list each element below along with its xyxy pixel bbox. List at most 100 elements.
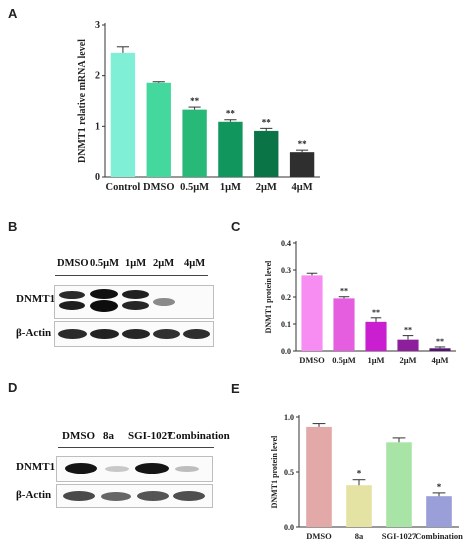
bar (110, 52, 136, 177)
blot-b-lane-0-5um: 0.5μM (90, 258, 119, 269)
category-label: 0.5μM (180, 182, 209, 193)
bar (386, 442, 412, 527)
chart-c-protein-level: 0.0 0.1 0.2 0.3 0.4 DNMT1 protein level DMSO **… (264, 239, 456, 365)
significance-label: ** (298, 139, 308, 149)
category-label: 1μM (367, 355, 384, 365)
category-label: 8a (355, 531, 364, 541)
panel-label-b: B (8, 219, 18, 234)
blot-b-lane-1um: 1μM (125, 258, 147, 269)
band (101, 492, 131, 501)
blot-d-lane-8a: 8a (103, 430, 114, 442)
y-tick-label: 3 (95, 20, 100, 31)
y-tick-label: 0.4 (281, 239, 291, 248)
significance-label: * (437, 482, 442, 492)
significance-label: ** (262, 117, 272, 127)
category-label: DMSO (143, 182, 175, 193)
significance-label: ** (436, 337, 444, 346)
bar (397, 339, 419, 351)
category-label: 4μM (292, 182, 313, 193)
band (63, 491, 95, 501)
bar (426, 496, 452, 527)
blot-b-lane-underline (55, 275, 208, 276)
y-axis-label: DNMT1 protein level (264, 260, 273, 334)
bar (365, 321, 387, 351)
band (173, 491, 205, 501)
band (90, 289, 118, 299)
blot-b-dnmt1-membrane (54, 285, 214, 319)
band (183, 329, 210, 339)
bar (254, 130, 279, 177)
y-tick-label: 1 (95, 121, 100, 132)
blot-b-lane-4um: 4μM (184, 258, 206, 269)
y-tick-label: 1.0 (284, 413, 294, 422)
band (59, 301, 85, 310)
y-tick-label: 0.3 (281, 266, 291, 275)
band (59, 291, 85, 299)
y-tick-label: 0.2 (281, 293, 291, 302)
y-tick-label: 2 (95, 71, 100, 82)
chart-e-protein-level: 0.0 0.5 1.0 DNMT1 protein level DMSO * 8a SGI-1… (270, 413, 463, 541)
blot-d-actin-membrane (56, 484, 213, 508)
blot-d-lane-underline (58, 447, 214, 448)
band (90, 329, 119, 339)
band (153, 329, 180, 339)
bar (218, 121, 243, 177)
category-label: DMSO (306, 531, 332, 541)
band (122, 301, 149, 310)
category-label: 1μM (220, 182, 241, 193)
blot-d-row-actin: β-Actin (16, 489, 52, 501)
significance-label: ** (372, 308, 380, 317)
bar (306, 426, 332, 527)
category-label: 0.5μM (332, 355, 355, 365)
significance-label: ** (340, 287, 348, 296)
blot-d-row-dnmt1: DNMT1 (16, 461, 56, 473)
chart-a-mrna-level: 0 1 2 3 DNMT1 relative mRNA level Control DMSO… (77, 20, 320, 193)
y-tick-label: 0.0 (281, 347, 291, 356)
y-axis-label: DNMT1 protein level (270, 435, 279, 509)
panel-label-d: D (8, 380, 18, 395)
band (137, 491, 169, 501)
category-label: 4μM (431, 355, 448, 365)
blot-b-row-actin: β-Actin (16, 327, 52, 339)
y-tick-label: 0.1 (281, 320, 291, 329)
blot-d-dnmt1-membrane (56, 456, 213, 482)
blot-d-lane-sgi: SGI-1027 (128, 430, 173, 442)
category-label: SGI-1027 (382, 531, 417, 541)
blot-b-actin-membrane (54, 321, 214, 347)
significance-label: ** (404, 326, 412, 335)
bar (146, 82, 171, 177)
significance-label: * (357, 469, 362, 479)
category-label: Combination (415, 531, 463, 541)
band (153, 298, 175, 306)
bar (429, 348, 451, 351)
y-tick-label: 0.5 (284, 468, 294, 477)
bar (301, 275, 323, 351)
y-tick-label: 0.0 (284, 523, 294, 532)
category-label: Control (106, 182, 141, 193)
blot-d-lane-dmso: DMSO (62, 430, 95, 442)
bar (289, 152, 315, 177)
band (122, 290, 149, 299)
band (90, 300, 118, 312)
bar (346, 485, 372, 527)
band (122, 329, 150, 339)
significance-label: ** (190, 96, 200, 106)
y-axis-label: DNMT1 relative mRNA level (77, 39, 88, 163)
band (135, 463, 169, 474)
panel-label-a: A (8, 6, 18, 21)
blot-b-lane-dmso: DMSO (57, 258, 89, 269)
band (105, 466, 129, 472)
band (65, 463, 97, 474)
panel-label-e: E (231, 381, 240, 396)
band (175, 466, 199, 472)
panel-label-c: C (231, 219, 241, 234)
blot-b-lane-2um: 2μM (153, 258, 175, 269)
bar (333, 298, 355, 351)
significance-label: ** (226, 109, 236, 119)
category-label: DMSO (299, 355, 325, 365)
y-tick-label: 0 (95, 172, 100, 183)
band (58, 329, 87, 339)
blot-b-row-dnmt1: DNMT1 (16, 293, 56, 305)
bar (182, 109, 207, 177)
category-label: 2μM (399, 355, 416, 365)
